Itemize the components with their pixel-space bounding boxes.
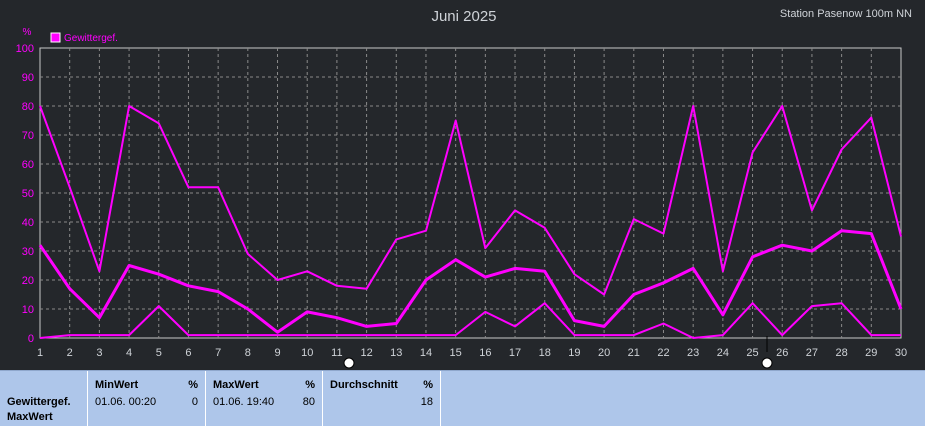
legend-swatch: [50, 32, 61, 43]
x-tick-label: 8: [245, 347, 251, 359]
y-tick-label: 50: [22, 188, 34, 200]
x-tick-label: 16: [479, 347, 491, 359]
stats-min-col: MinWert % 01.06. 00:20 0: [88, 371, 206, 426]
x-tick-label: 19: [568, 347, 580, 359]
x-tick-label: 20: [598, 347, 610, 359]
x-tick-label: 4: [126, 347, 132, 359]
y-tick-label: 90: [22, 72, 34, 84]
x-tick-label: 11: [331, 347, 342, 359]
scroll-handle-left[interactable]: [343, 357, 355, 369]
x-tick-label: 24: [717, 347, 729, 359]
series-lines: [38, 105, 903, 339]
max-header: MaxWert: [213, 379, 259, 391]
x-tick-label: 28: [835, 347, 847, 359]
x-tick-label: 27: [806, 347, 818, 359]
max-unit: %: [305, 379, 315, 391]
series-line-max: [39, 105, 902, 296]
y-tick-label: 70: [22, 130, 34, 142]
min-value: 0: [191, 396, 198, 408]
x-tick-label: 29: [865, 347, 877, 359]
y-tick-label: 20: [22, 275, 34, 287]
x-tick-label: 10: [301, 347, 313, 359]
max-time: 01.06. 19:40: [213, 396, 275, 408]
x-tick-label: 6: [185, 347, 191, 359]
series-line-avg: [38, 229, 903, 334]
legend-label: Gewittergef.: [64, 33, 118, 44]
stats-panel: Gewittergef. MaxWert MinWert % 01.06. 00…: [0, 370, 925, 426]
x-tick-label: 15: [450, 347, 462, 359]
avg-value: 18: [420, 396, 433, 408]
x-tick-label: 26: [776, 347, 788, 359]
y-tick-labels: 0 10 20 30 40 50 60 70 80 90 100: [16, 43, 34, 345]
x-tick-label: 7: [215, 347, 221, 359]
y-tick-label: 60: [22, 159, 34, 171]
x-tick-label: 12: [360, 347, 372, 359]
x-tick-label: 1: [37, 347, 43, 359]
x-tick-label: 17: [509, 347, 521, 359]
x-tick-label: 30: [895, 347, 907, 359]
station-label: Station Pasenow 100m NN: [780, 8, 912, 20]
max-value: 80: [302, 396, 315, 408]
stats-row-sublabel: MaxWert: [7, 411, 53, 423]
x-tick-label: 25: [746, 347, 758, 359]
grid: [40, 48, 901, 338]
x-tick-label: 22: [657, 347, 669, 359]
y-axis-unit: %: [23, 27, 32, 38]
x-tick-label: 2: [67, 347, 73, 359]
x-tick-label: 9: [274, 347, 280, 359]
min-unit: %: [188, 379, 198, 391]
x-tick-label: 23: [687, 347, 699, 359]
chart-title: Juni 2025: [431, 8, 496, 25]
scroll-handle-right[interactable]: [761, 357, 773, 369]
x-tick-label: 13: [390, 347, 402, 359]
x-tick-labels: 1 2 3 4 5 6 7 8 9 10 11 12 13 14 15 16 17 18 19 20 21 22 23 24 2…: [37, 347, 907, 359]
min-time: 01.06. 00:20: [95, 396, 157, 408]
min-header: MinWert: [95, 379, 139, 391]
x-tick-label: 5: [156, 347, 162, 359]
stats-row-label: Gewittergef.: [7, 396, 71, 408]
series-line-min: [39, 302, 901, 339]
x-tick-label: 18: [539, 347, 551, 359]
stats-max-col: MaxWert % 01.06. 19:40 80: [206, 371, 323, 426]
y-tick-label: 0: [28, 333, 34, 345]
plot-area: [39, 47, 902, 339]
y-tick-label: 80: [22, 101, 34, 113]
chart: Juni 2025 Station Pasenow 100m NN % Gewi…: [16, 8, 912, 369]
stats-avg-col: Durchschnitt % 18: [323, 371, 441, 426]
avg-unit: %: [423, 379, 433, 391]
avg-header: Durchschnitt: [330, 379, 398, 391]
y-tick-label: 30: [22, 246, 34, 258]
y-tick-label: 10: [22, 304, 34, 316]
x-tick-label: 3: [96, 347, 102, 359]
x-tick-label: 21: [628, 347, 640, 359]
stats-row-label-col: Gewittergef. MaxWert: [0, 371, 88, 426]
y-tick-label: 100: [16, 43, 34, 55]
y-tick-label: 40: [22, 217, 34, 229]
x-tick-label: 14: [420, 347, 432, 359]
